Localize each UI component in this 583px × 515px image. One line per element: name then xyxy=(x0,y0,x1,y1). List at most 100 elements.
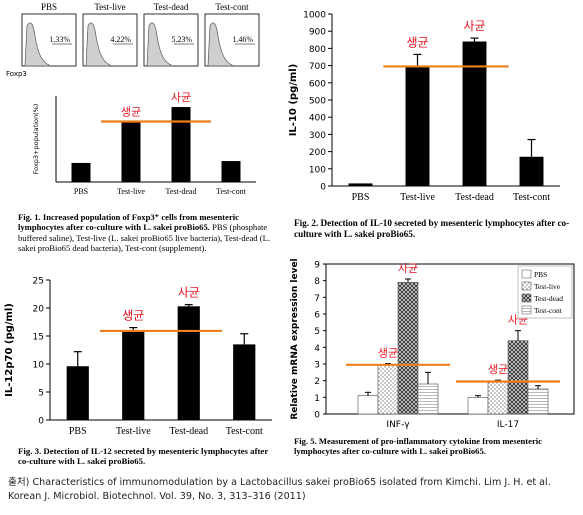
y-tick-label: 0 xyxy=(38,417,44,427)
annotation-label: 사균 xyxy=(398,262,418,275)
legend-label: Test-live xyxy=(534,282,561,291)
fig1-chart: Foxp3+population(%) PBS Test-live Test-dead… xyxy=(32,91,256,196)
category-label: Test-cont xyxy=(216,187,246,196)
category-label: Test-live xyxy=(117,187,145,196)
bar-test-dead xyxy=(462,41,487,186)
category-label: Test-live xyxy=(116,426,151,437)
category-label: PBS xyxy=(69,426,87,437)
category-label: Test-dead xyxy=(169,426,208,437)
y-tick-label: 7 xyxy=(314,294,320,304)
y-tick-label: 200 xyxy=(309,148,326,158)
y-tick-label: 700 xyxy=(309,62,326,72)
annotation-label: 사균 xyxy=(178,286,200,300)
y-tick-label: 0 xyxy=(320,183,326,193)
category-label: PBS xyxy=(352,192,370,203)
y-axis-label: IL-10 (pg/ml) xyxy=(288,64,299,137)
annotation-label: 생균 xyxy=(121,106,141,119)
fig3-caption-number: Fig. 3. xyxy=(18,446,42,456)
y-tick-label: 4 xyxy=(314,344,320,354)
fig1-caption-title: Increased population of Foxp3⁺ cells fro… xyxy=(18,212,239,233)
plot-frame xyxy=(325,263,575,415)
bar-test-cont xyxy=(233,344,256,420)
fig3-chart: 0 5 10 15 20 25 IL-12p70 (pg/ml) PBS Test-live Te… xyxy=(4,277,272,437)
flow-ylabel: Foxp3 xyxy=(6,70,27,78)
annotation-label: 생균 xyxy=(378,347,398,360)
legend-label: Test-cont xyxy=(534,306,563,315)
flow-panel-label: Test-live xyxy=(94,2,125,12)
y-tick-label: 8 xyxy=(314,277,320,287)
annotation-label: 사균 xyxy=(463,19,485,33)
fig1-caption: Fig. 1. Increased population of Foxp3⁺ c… xyxy=(18,212,280,254)
fig2-caption-title: Detection of IL-10 secreted by mesenteri… xyxy=(294,218,570,239)
bar-test-live xyxy=(122,330,145,420)
legend-label: PBS xyxy=(534,270,547,279)
annotation-label: 생균 xyxy=(122,309,144,323)
category-label: Test-cont xyxy=(513,192,550,203)
y-tick-label: 9 xyxy=(314,261,320,271)
y-tick-label: 5 xyxy=(38,389,44,399)
y-tick-label: 300 xyxy=(309,131,326,141)
flow-panel-label: Test-dead xyxy=(154,2,189,12)
y-tick-label: 800 xyxy=(309,45,326,55)
bar-test-dead xyxy=(397,281,419,415)
y-tick-label: 600 xyxy=(309,79,326,89)
fig5-caption-title: Measurement of pro-inflammatory cytokine… xyxy=(294,436,542,457)
bar-test-dead xyxy=(507,340,529,415)
flow-panel-label: PBS xyxy=(41,2,57,12)
category-label: PBS xyxy=(74,187,88,196)
bar-test-dead xyxy=(171,107,191,182)
y-axis-label: Foxp3+population(%) xyxy=(32,104,40,175)
y-tick-label: 2 xyxy=(314,377,320,387)
y-tick-label: 500 xyxy=(309,97,326,107)
category-label: Test-live xyxy=(400,192,435,203)
bar-test-cont xyxy=(527,388,549,415)
category-label: Test-dead xyxy=(455,192,494,203)
fig2-caption: Fig. 2. Detection of IL-10 secreted by m… xyxy=(294,218,578,240)
y-axis-label: Relative mRNA expression level xyxy=(290,258,300,419)
bar-pbs xyxy=(71,162,91,182)
legend-swatch xyxy=(521,281,532,291)
bar-test-live xyxy=(405,67,430,186)
y-tick-label: 1 xyxy=(314,394,320,404)
y-tick-label: 1000 xyxy=(303,11,326,21)
category-label: Test-dead xyxy=(166,187,197,196)
legend-swatch xyxy=(521,293,532,303)
source-citation: 출처) Characteristics of immunomodulation … xyxy=(8,477,551,502)
bar-test-cont xyxy=(417,383,439,415)
bar-test-live xyxy=(377,364,399,415)
group-label: INF-γ xyxy=(386,420,410,430)
y-tick-label: 0 xyxy=(314,411,320,421)
bar-test-dead xyxy=(177,306,200,420)
flow-cytometry-panels: Foxp3 PBS 1.33% Test-live 4.22% Test-dead 5.23… xyxy=(6,2,260,78)
y-tick-label: 15 xyxy=(33,333,44,343)
annotation-label: 생균 xyxy=(488,363,508,376)
y-tick-label: 100 xyxy=(309,165,326,175)
y-tick-label: 900 xyxy=(309,28,326,38)
fig3-caption: Fig. 3. Detection of IL-12 secreted by m… xyxy=(18,446,280,467)
flow-panel-value: 5.23% xyxy=(171,35,192,44)
legend-swatch xyxy=(521,269,532,279)
bar-test-live xyxy=(121,121,141,182)
y-tick-label: 6 xyxy=(314,311,320,321)
y-tick-label: 20 xyxy=(33,305,45,315)
bar-pbs xyxy=(357,395,379,415)
flow-panel-value: 1.33% xyxy=(49,35,70,44)
fig2-caption-number: Fig. 2. xyxy=(294,218,319,228)
y-tick-label: 5 xyxy=(314,327,320,337)
fig2-chart: 0 100 200 300 400 500 600 700 800 900 1000 IL-10 (p… xyxy=(288,11,560,203)
fig3-caption-title: Detection of IL-12 secreted by mesenteri… xyxy=(18,446,269,467)
flow-histogram xyxy=(85,22,111,67)
y-tick-label: 3 xyxy=(314,361,320,371)
flow-panel-value: 1.46% xyxy=(232,35,253,44)
bar-test-live xyxy=(487,381,509,415)
flow-panel-label: Test-cont xyxy=(215,2,249,12)
fig1-caption-number: Fig. 1. xyxy=(18,212,41,222)
category-label: Test-cont xyxy=(226,426,263,437)
bar-pbs xyxy=(348,183,373,186)
bar-pbs xyxy=(467,396,489,415)
group-label: IL-17 xyxy=(497,420,519,430)
fig5-caption-number: Fig. 5. xyxy=(294,436,317,446)
bar-test-cont xyxy=(221,161,241,182)
y-tick-label: 10 xyxy=(33,361,45,371)
legend-swatch xyxy=(521,305,532,315)
